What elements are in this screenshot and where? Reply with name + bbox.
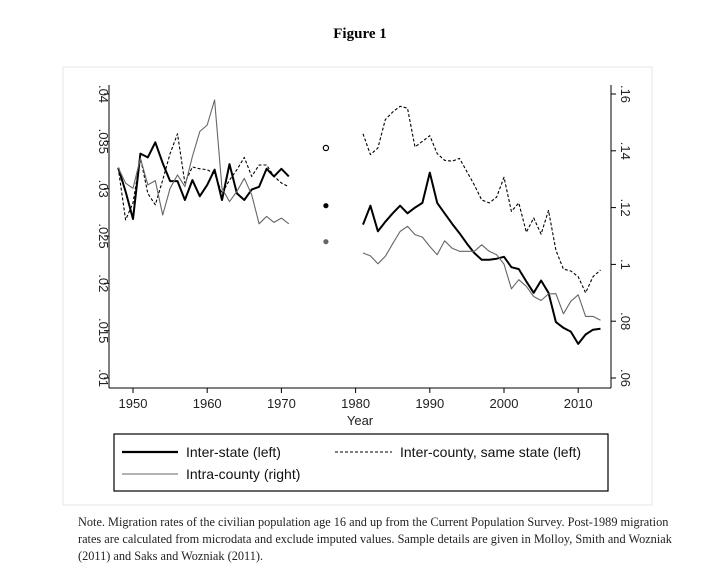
right-y-tick-label: .12: [618, 199, 633, 217]
legend-label-intra-county: Intra-county (right): [186, 466, 300, 482]
legend-box: [113, 433, 609, 492]
x-tick-label: 1990: [415, 396, 444, 411]
x-tick-label: 1960: [193, 396, 222, 411]
x-tick-label: 1970: [267, 396, 296, 411]
data-point-intra-county-right: [323, 239, 329, 245]
left-y-tick-label: .04: [96, 85, 111, 103]
plot-marks: [117, 99, 601, 345]
graph-region-border: [62, 66, 653, 506]
x-tick-label: 1950: [119, 396, 148, 411]
left-y-tick-label: .015: [96, 318, 111, 343]
x-axis-label: Year: [347, 413, 374, 428]
right-y-tick-label: .1: [618, 259, 633, 270]
figure-title: Figure 1: [333, 26, 386, 42]
right-y-tick-label: .16: [618, 85, 633, 103]
series-line-inter-county-same-state-left: [117, 133, 290, 221]
left-y-tick-label: .01: [96, 369, 111, 387]
series-line-inter-state-left: [117, 141, 290, 220]
x-tick-label: 2000: [490, 396, 519, 411]
data-point-inter-county-same-state-left: [322, 144, 330, 152]
right-y-tick-label: .14: [618, 142, 633, 160]
left-y-tick-label: .03: [96, 180, 111, 198]
x-tick-label: 1980: [341, 396, 370, 411]
series-line-intra-county-right: [117, 99, 290, 225]
x-tick-label: 2010: [564, 396, 593, 411]
right-y-tick-label: .06: [618, 369, 633, 387]
legend: Inter-state (left) Inter-county, same st…: [113, 433, 609, 492]
legend-label-inter-state: Inter-state (left): [186, 444, 281, 460]
axes: 1950 1960 1970 1980 1990 2000 2010 .01 .015 .02 .0…: [96, 85, 633, 411]
left-y-tick-label: .02: [96, 274, 111, 292]
left-y-tick-label: .035: [96, 129, 111, 154]
series-line-inter-county-same-state-left: [362, 105, 601, 294]
right-y-tick-label: .08: [618, 312, 633, 330]
figure-note: Note. Migration rates of the civilian po…: [78, 515, 672, 563]
left-y-tick-label: .025: [96, 223, 111, 248]
series-line-intra-county-right: [362, 225, 601, 321]
data-point-inter-state-left: [323, 203, 329, 209]
series-line-inter-state-left: [362, 171, 601, 345]
legend-label-inter-county: Inter-county, same state (left): [400, 444, 581, 460]
